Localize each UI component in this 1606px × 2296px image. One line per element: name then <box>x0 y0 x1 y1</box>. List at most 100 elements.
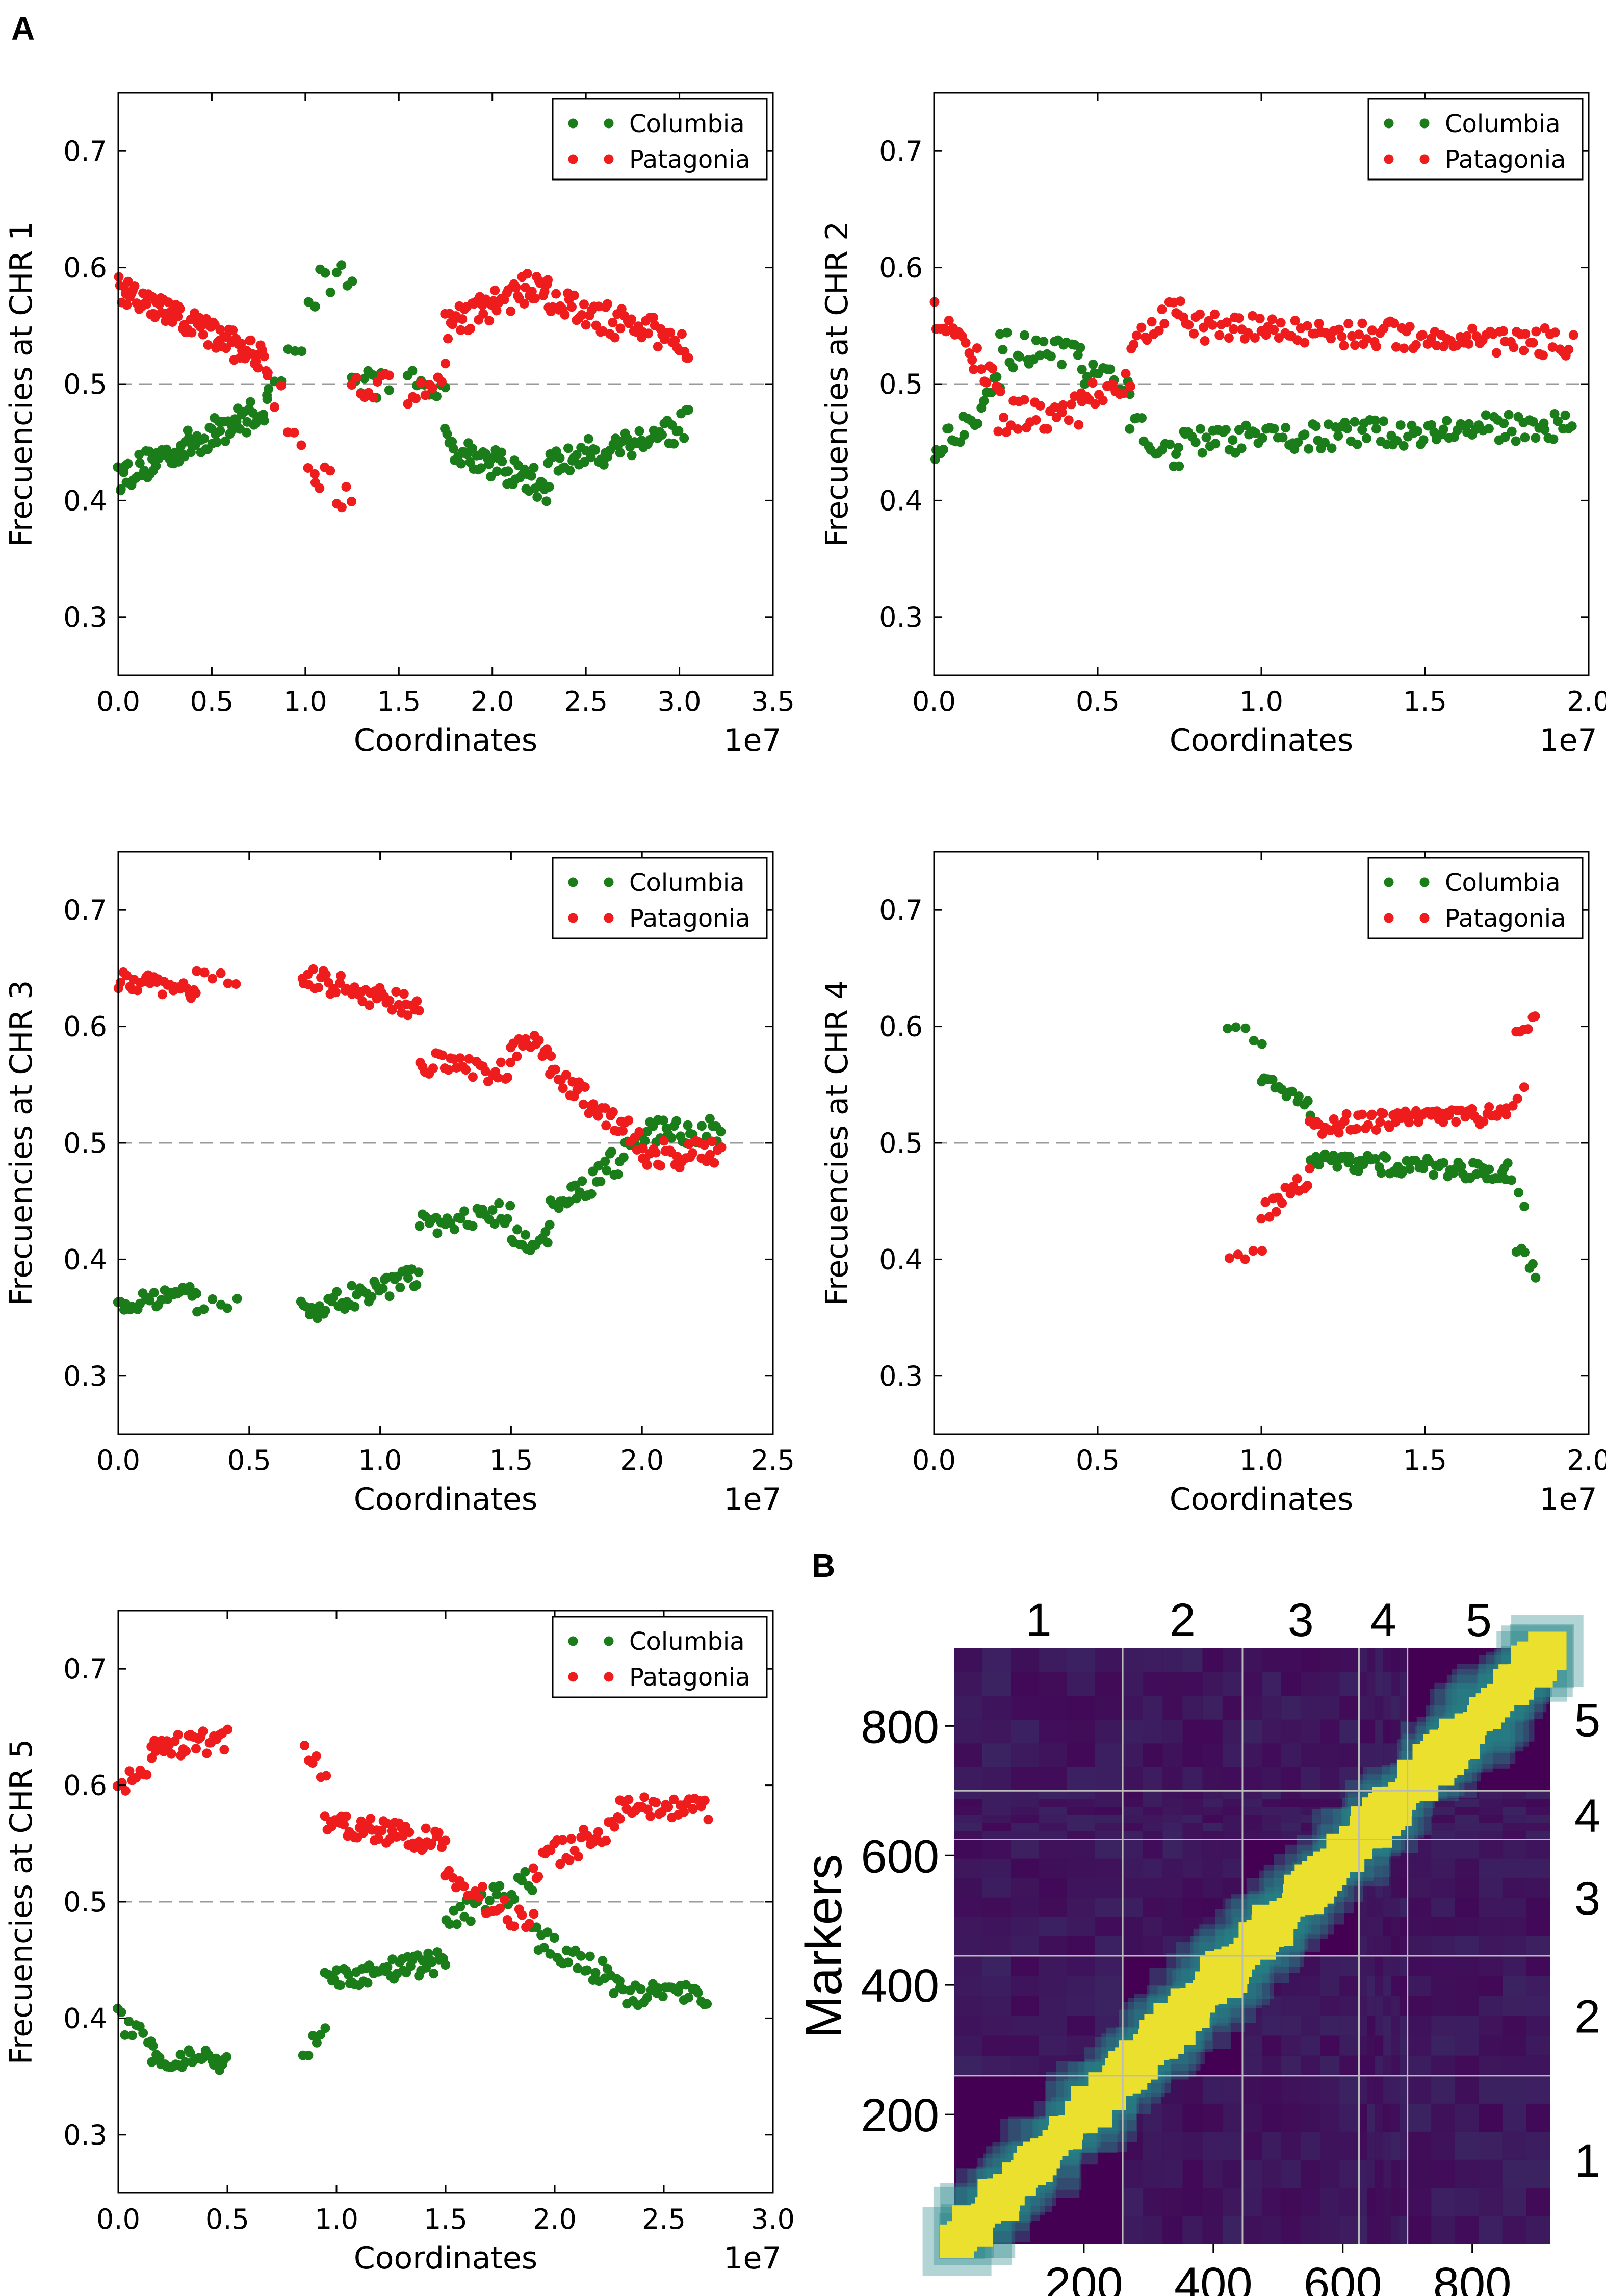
data-point-columbia <box>702 1999 712 2009</box>
data-point-patagonia <box>1214 330 1225 340</box>
data-point-columbia <box>565 466 575 475</box>
x-tick-label: 1.5 <box>489 1444 533 1476</box>
heatmap-cell <box>982 2035 1011 2056</box>
heatmap-cell <box>1162 1743 1183 1767</box>
data-point-patagonia <box>1375 1117 1385 1127</box>
data-point-patagonia <box>569 290 579 300</box>
chromosome-label-right: 5 <box>1574 1695 1600 1747</box>
heatmap-cell <box>1339 1743 1359 1767</box>
heatmap-cell <box>1320 1823 1340 1831</box>
heatmap-cell <box>1143 1767 1163 1791</box>
data-point-columbia <box>636 1984 646 1994</box>
data-point-patagonia <box>321 970 331 980</box>
heatmap-cell <box>954 1858 982 1878</box>
heatmap-cell <box>982 1976 1011 1996</box>
data-point-patagonia <box>517 1910 527 1920</box>
heatmap-cell <box>1339 1719 1359 1744</box>
heatmap-cell <box>1391 2131 1400 2160</box>
heatmap-x-tick-label: 200 <box>1045 2258 1123 2296</box>
heatmap-cell <box>1339 2160 1359 2188</box>
heatmap-cell <box>1143 1878 1163 1898</box>
heatmap-cell <box>1262 1807 1282 1815</box>
heatmap-cell <box>1202 2131 1223 2160</box>
heatmap-cell <box>1375 1672 1384 1696</box>
heatmap-cell <box>1526 1799 1550 1807</box>
data-point-columbia <box>627 450 637 461</box>
legend-marker-columbia <box>604 1636 614 1646</box>
data-point-columbia <box>1376 1168 1386 1178</box>
data-point-columbia <box>484 1896 495 1906</box>
heatmap-cell <box>1502 2035 1526 2056</box>
heatmap-cell <box>1011 1648 1039 1672</box>
data-point-patagonia <box>223 1724 232 1734</box>
data-point-columbia <box>384 1291 395 1302</box>
data-point-columbia <box>476 463 486 473</box>
data-point-patagonia <box>223 978 233 988</box>
heatmap-cell <box>1367 2216 1376 2244</box>
data-point-patagonia <box>1451 1117 1461 1127</box>
data-point-columbia <box>312 2037 322 2048</box>
heatmap-cell <box>1399 1839 1408 1859</box>
data-point-patagonia <box>1531 326 1541 337</box>
data-point-columbia <box>1484 1164 1494 1175</box>
heatmap-cell <box>1391 1858 1400 1878</box>
heatmap-cell <box>1095 1936 1123 1956</box>
heatmap-cell <box>1339 1672 1359 1696</box>
heatmap-cell <box>1431 1897 1455 1917</box>
heatmap-cell <box>1067 1917 1095 1936</box>
heatmap-cell <box>1182 1807 1203 1815</box>
heatmap-y-tick-label: 800 <box>861 1701 940 1753</box>
heatmap-cell <box>1375 2188 1384 2216</box>
heatmap-cell <box>1182 1696 1203 1720</box>
y-tick-label: 0.5 <box>879 368 923 400</box>
data-point-patagonia <box>1329 1114 1339 1124</box>
heatmap-cell <box>1431 1815 1455 1823</box>
heatmap-cell <box>1182 2075 1203 2104</box>
heatmap-cell <box>1320 1799 1340 1807</box>
heatmap-cell <box>1359 1672 1367 1696</box>
data-point-patagonia <box>653 342 663 352</box>
heatmap-cell <box>1367 1767 1376 1791</box>
data-point-patagonia <box>665 327 676 338</box>
x-tick-label: 0.5 <box>190 685 234 718</box>
heatmap-cell <box>1383 1719 1391 1744</box>
data-point-columbia <box>959 430 969 440</box>
heatmap-cell <box>1067 1976 1095 1996</box>
heatmap-cell <box>1123 2188 1143 2216</box>
heatmap-cell <box>1039 1976 1067 1996</box>
data-point-patagonia <box>437 1050 448 1060</box>
x-tick-label: 2.0 <box>1567 1444 1606 1476</box>
heatmap-cell <box>1123 2131 1143 2160</box>
data-point-patagonia <box>555 1859 565 1869</box>
heatmap-cell <box>1222 1878 1242 1898</box>
heatmap-cell <box>1011 1719 1039 1744</box>
heatmap-cell <box>1143 1719 1163 1744</box>
data-point-patagonia <box>700 1140 710 1150</box>
data-point-patagonia <box>657 1807 667 1817</box>
heatmap-cell <box>1339 2055 1359 2076</box>
heatmap-cell <box>1143 1858 1163 1878</box>
heatmap-cell <box>1375 1917 1384 1936</box>
heatmap-cell <box>1011 1743 1039 1767</box>
heatmap-cell <box>1067 1799 1095 1807</box>
heatmap-cell <box>1455 1936 1479 1956</box>
heatmap-cell <box>1455 1878 1479 1898</box>
data-point-patagonia <box>1248 1246 1258 1256</box>
heatmap-cell <box>1067 1858 1095 1878</box>
heatmap-cell <box>1143 1815 1163 1823</box>
heatmap-cell <box>1011 1799 1039 1807</box>
heatmap-cell <box>954 1799 982 1807</box>
heatmap-cell <box>1182 1767 1203 1791</box>
heatmap-cell <box>1383 2055 1391 2076</box>
data-point-patagonia <box>1568 330 1578 340</box>
data-point-patagonia <box>534 1035 544 1045</box>
heatmap-cell <box>1359 2103 1367 2132</box>
heatmap-cell <box>1479 1897 1503 1917</box>
heatmap-cell <box>1039 1815 1067 1823</box>
data-point-columbia <box>1197 448 1207 458</box>
data-point-columbia <box>1418 1163 1429 1173</box>
legend: Columbia Patagonia <box>1367 98 1584 181</box>
heatmap-cell <box>1262 1767 1282 1791</box>
heatmap-cell <box>1143 1917 1163 1936</box>
data-point-patagonia <box>505 1057 515 1067</box>
